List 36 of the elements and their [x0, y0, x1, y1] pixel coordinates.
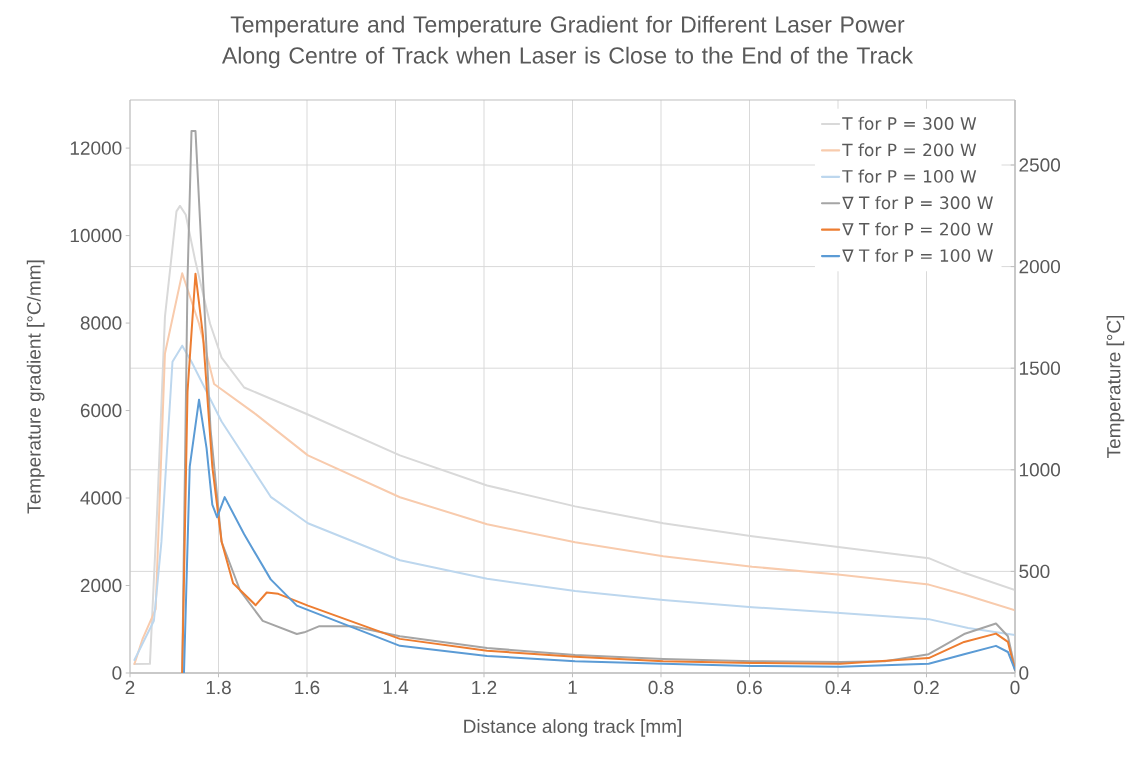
x-tick-label: 2: [125, 680, 135, 695]
line-series: [182, 398, 1015, 673]
y-axis-title: Temperature gradient [°C/mm]: [26, 260, 45, 514]
x-axis-title: Distance along track [mm]: [464, 719, 681, 737]
line-series: [133, 344, 1015, 661]
legend-label: ∇ T for P = 300 W: [842, 196, 993, 210]
x-tick-label: 1.6: [295, 680, 320, 695]
y-tick-label: 6000: [80, 403, 122, 418]
x-tick-label: 0: [1010, 680, 1020, 695]
y2-tick-label: 1000: [1019, 463, 1061, 477]
x-tick-label: 0.8: [648, 680, 674, 695]
y2-tick-label: 1500: [1019, 361, 1061, 375]
legend-label: ∇ T for P = 100 W: [842, 248, 993, 263]
y-tick-label: 8000: [80, 316, 122, 330]
y-tick-label: 2000: [80, 578, 122, 593]
chart-title: Temperature and Temperature Gradient for Different Laser Power Along Centre of Track when Laser is Close to the End of the Track: [221, 15, 914, 69]
y2-axis-title: Temperature [°C]: [1106, 315, 1125, 458]
y-tick-label: 12000: [70, 141, 122, 155]
y-tick-label: 4000: [80, 491, 122, 505]
legend-label: T for P = 100 W: [842, 169, 977, 183]
x-tick-label: 0.2: [914, 680, 939, 695]
legend-label: ∇ T for P = 200 W: [842, 222, 993, 236]
legend-label: T for P = 200 W: [842, 143, 977, 157]
x-tick-label: 0.6: [737, 680, 762, 695]
x-tick-label: 1.4: [383, 680, 409, 694]
y-tick-label: 10000: [70, 228, 122, 243]
legend-label: T for P = 300 W: [842, 116, 977, 130]
x-tick-label: 0.4: [825, 680, 851, 695]
x-tick-label: 1.8: [206, 680, 231, 695]
y2-tick-label: 0: [1019, 666, 1029, 680]
y2-tick-label: 500: [1019, 564, 1050, 579]
y-tick-label: 0: [112, 666, 122, 680]
x-tick-label: 1.2: [472, 680, 497, 695]
x-tick-label: 1: [568, 680, 577, 694]
y2-tick-label: 2000: [1019, 259, 1061, 274]
y2-tick-label: 2500: [1019, 158, 1061, 172]
